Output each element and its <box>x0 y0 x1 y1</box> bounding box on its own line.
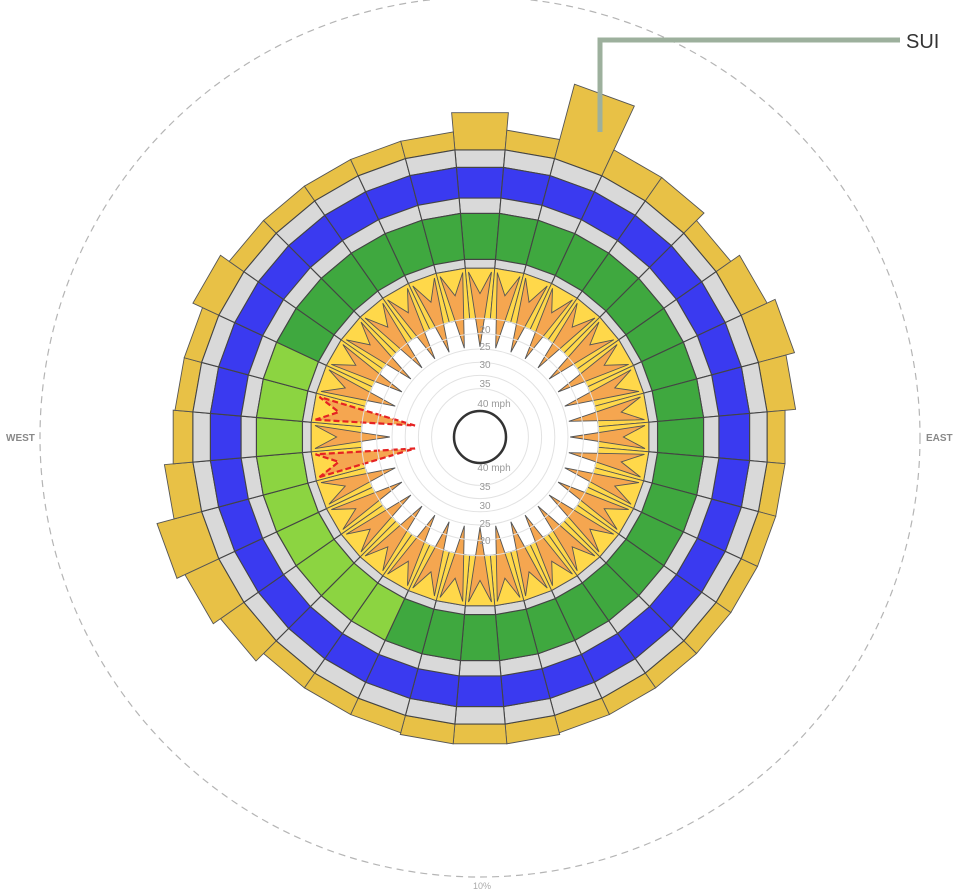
gray-band-segment <box>454 706 506 725</box>
west-label: WEST <box>6 433 35 444</box>
inner-spike <box>570 425 646 449</box>
inner-spike <box>495 525 521 602</box>
inner-spike <box>320 467 396 505</box>
east-label: EAST <box>926 433 953 444</box>
inner-spike <box>537 302 596 369</box>
mph-labels-bottom: 40 mph 35 30 25 20 <box>477 463 510 547</box>
mph-ring <box>417 374 543 500</box>
mph-label: 25 <box>479 519 491 530</box>
inner-spike <box>331 344 403 393</box>
inner-spike <box>524 514 573 586</box>
mph-ring <box>391 348 569 526</box>
mph-label: 40 mph <box>477 463 510 474</box>
mph-label: 20 <box>479 325 491 336</box>
rose-center <box>452 409 508 465</box>
inner-spike <box>548 321 615 380</box>
gray-band-segment <box>454 149 506 168</box>
inner-spike <box>568 396 645 422</box>
outer-ring <box>39 0 921 878</box>
green-band-segment <box>656 416 705 458</box>
inner-spike <box>524 288 573 360</box>
callout-label: SUI <box>906 31 939 53</box>
gray-band-segment <box>458 197 502 215</box>
inner-spike <box>314 425 390 449</box>
gray-band-segment <box>192 411 211 463</box>
outer-band-segment <box>451 112 509 151</box>
mph-label: 35 <box>479 379 491 390</box>
blue-band-segment <box>209 412 242 462</box>
outer-band-segment <box>452 723 508 745</box>
green-band-segment <box>459 613 501 662</box>
inner-spike <box>439 525 465 602</box>
gray-band-segment <box>702 415 720 459</box>
mph-ring <box>431 388 529 486</box>
mph-label: 25 <box>479 342 491 353</box>
inner-spike <box>564 369 640 407</box>
gray-band-segment <box>463 605 497 616</box>
inner-spike <box>412 521 450 597</box>
inner-spike <box>364 505 423 572</box>
inner-spike <box>548 494 615 553</box>
inner-spike <box>557 344 629 393</box>
inner-spike <box>364 302 423 369</box>
inner-spike <box>412 277 450 353</box>
gray-band-segment <box>648 420 659 454</box>
mph-ring <box>360 317 600 557</box>
mph-labels-top: 20 25 30 35 40 mph <box>477 325 510 410</box>
inner-spike <box>315 395 416 427</box>
inner-spike <box>510 521 548 597</box>
mph-label: 30 <box>479 360 491 371</box>
inner-spike <box>495 272 521 349</box>
green-band-segment <box>459 212 501 261</box>
inner-spike <box>439 272 465 349</box>
inner-spike <box>510 277 548 353</box>
inner-spike <box>468 271 492 347</box>
mph-ring <box>404 361 556 513</box>
green-band-segment <box>255 416 304 458</box>
percent-label: 10% <box>473 881 491 891</box>
gray-band-segment <box>240 415 258 459</box>
blue-band-segment <box>718 412 751 462</box>
mph-label: 30 <box>479 501 491 512</box>
inner-spike <box>345 494 412 553</box>
inner-spike <box>387 514 436 586</box>
mph-label: 40 mph <box>477 399 510 410</box>
inner-spike <box>564 467 640 505</box>
inner-spike <box>315 447 416 479</box>
mph-rings <box>360 317 600 557</box>
gray-band-segment <box>301 420 312 454</box>
outer-band-segment <box>172 409 194 465</box>
outer-band-segment <box>766 409 786 465</box>
inner-spike <box>320 369 396 407</box>
inner-spike <box>557 481 629 530</box>
inner-spike <box>387 288 436 360</box>
inner-spike <box>331 481 403 530</box>
blue-band-segment <box>455 166 505 199</box>
inner-spike <box>537 505 596 572</box>
inner-spike <box>345 321 412 380</box>
mph-ring <box>376 333 584 541</box>
inner-spike <box>468 527 492 603</box>
center-hub <box>452 409 508 465</box>
gray-band-segment <box>458 659 502 677</box>
blue-band-segment <box>455 675 505 708</box>
gray-band-segment <box>463 258 497 269</box>
inner-spike <box>568 452 645 478</box>
gray-band-segment <box>749 411 768 463</box>
ten-percent-ring <box>39 0 921 878</box>
callout-line <box>597 37 900 132</box>
rose-sectors <box>156 83 797 745</box>
mph-label: 20 <box>479 536 491 547</box>
mph-label: 35 <box>479 482 491 493</box>
